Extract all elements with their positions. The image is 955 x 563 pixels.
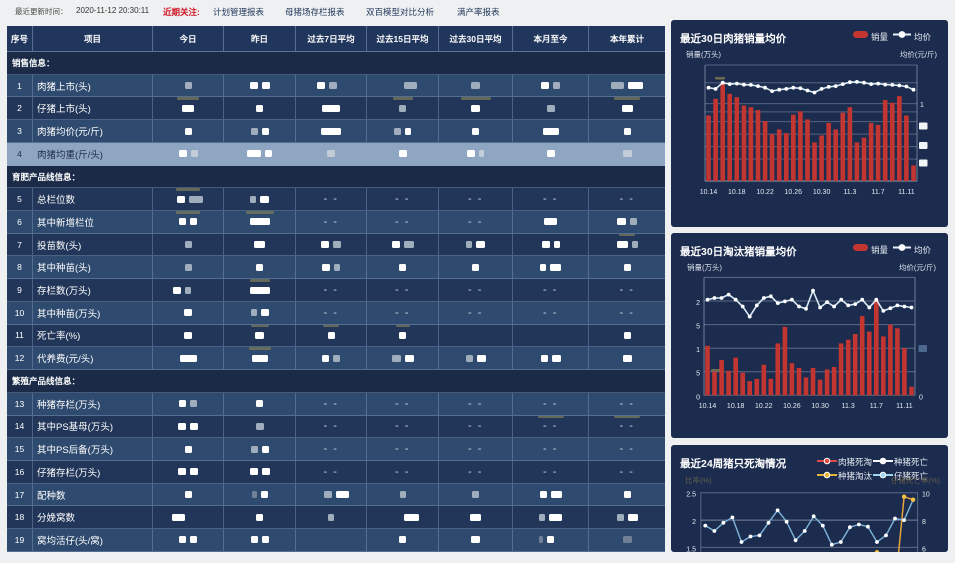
svg-text:10.30: 10.30 xyxy=(811,403,829,410)
svg-text:10.14: 10.14 xyxy=(700,189,718,196)
svg-text:均价(元/斤): 均价(元/斤) xyxy=(900,49,938,59)
svg-text:0: 0 xyxy=(696,394,700,401)
svg-text:11.11: 11.11 xyxy=(896,403,913,410)
svg-text:8: 8 xyxy=(922,519,926,526)
svg-text:11.11: 11.11 xyxy=(898,189,915,196)
svg-text:0: 0 xyxy=(919,394,923,401)
svg-text:仔猪死亡: 仔猪死亡 xyxy=(894,471,929,481)
svg-text:10.30: 10.30 xyxy=(813,189,831,196)
svg-text:1.5: 1.5 xyxy=(686,546,696,552)
svg-text:均价: 均价 xyxy=(914,245,932,255)
svg-text:最近30日肉猪销量均价: 最近30日肉猪销量均价 xyxy=(680,32,787,45)
svg-text:最近30日淘汰猪销量均价: 最近30日淘汰猪销量均价 xyxy=(680,245,797,258)
svg-text:1: 1 xyxy=(920,102,924,109)
svg-text:2.5: 2.5 xyxy=(686,491,696,498)
svg-text:6: 6 xyxy=(922,546,926,552)
svg-text:5: 5 xyxy=(696,370,700,377)
svg-text:销量(万头): 销量(万头) xyxy=(687,262,722,272)
svg-text:肉猪死淘: 肉猪死淘 xyxy=(838,457,872,467)
svg-text:2: 2 xyxy=(696,300,700,307)
svg-text:5: 5 xyxy=(696,323,700,330)
svg-text:10.18: 10.18 xyxy=(727,403,745,410)
svg-text:销量(万头): 销量(万头) xyxy=(686,49,721,59)
svg-text:均价(元/斤): 均价(元/斤) xyxy=(899,262,937,272)
svg-text:10.22: 10.22 xyxy=(756,189,774,196)
svg-text:10.14: 10.14 xyxy=(699,403,717,410)
svg-text:种猪淘汰: 种猪淘汰 xyxy=(838,471,873,481)
svg-text:均价: 均价 xyxy=(914,32,932,42)
svg-text:销量: 销量 xyxy=(871,32,889,42)
svg-text:10.26: 10.26 xyxy=(783,403,801,410)
svg-text:销量: 销量 xyxy=(871,245,889,255)
svg-text:11.7: 11.7 xyxy=(872,189,885,196)
svg-text:11.3: 11.3 xyxy=(842,403,855,410)
svg-text:最近24周猪只死淘情况: 最近24周猪只死淘情况 xyxy=(680,457,787,470)
svg-text:种猪死亡: 种猪死亡 xyxy=(894,457,929,467)
svg-text:比率(%): 比率(%) xyxy=(685,475,712,485)
svg-text:1: 1 xyxy=(696,347,700,354)
svg-text:仔猪死亡率(%): 仔猪死亡率(%) xyxy=(891,475,941,485)
svg-text:2: 2 xyxy=(692,519,696,526)
svg-text:11.7: 11.7 xyxy=(870,403,883,410)
svg-text:10: 10 xyxy=(922,491,930,498)
svg-text:10.26: 10.26 xyxy=(785,189,803,196)
svg-text:10.22: 10.22 xyxy=(755,403,773,410)
svg-text:11.3: 11.3 xyxy=(843,189,856,196)
svg-text:10.18: 10.18 xyxy=(728,189,746,196)
